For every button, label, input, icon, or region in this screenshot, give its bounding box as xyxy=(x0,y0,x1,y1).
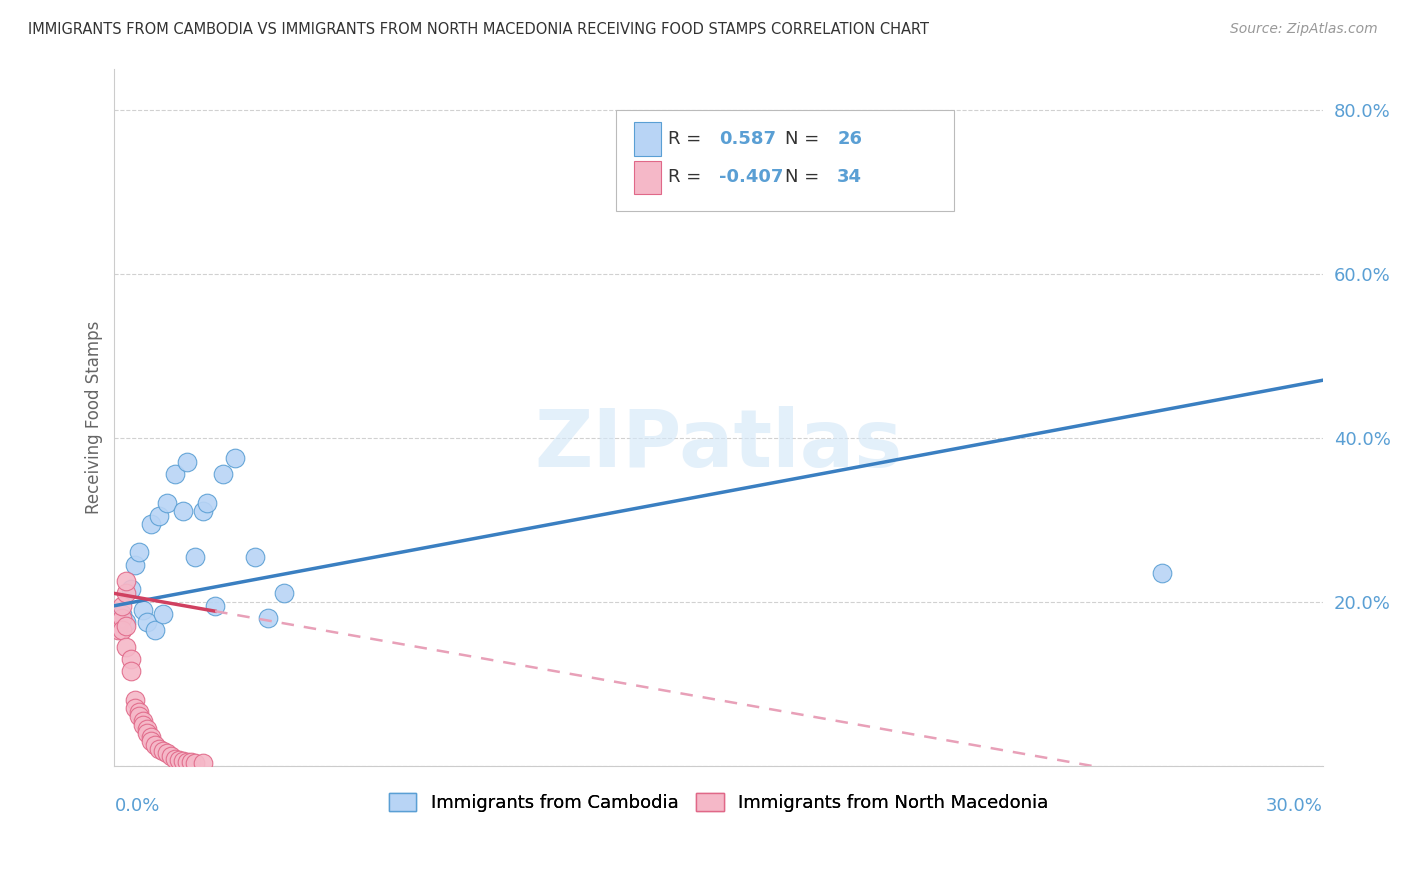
Point xyxy=(224,451,246,466)
Text: 34: 34 xyxy=(837,168,862,186)
Text: ZIPatlas: ZIPatlas xyxy=(534,406,903,484)
Point xyxy=(131,603,153,617)
Text: N =: N = xyxy=(785,130,825,148)
Point xyxy=(135,726,157,740)
Text: Source: ZipAtlas.com: Source: ZipAtlas.com xyxy=(1230,22,1378,37)
Point xyxy=(128,545,150,559)
Point xyxy=(180,756,202,770)
Point xyxy=(107,615,129,629)
Point xyxy=(115,574,138,588)
Point xyxy=(163,467,186,482)
Point xyxy=(184,549,207,564)
Text: IMMIGRANTS FROM CAMBODIA VS IMMIGRANTS FROM NORTH MACEDONIA RECEIVING FOOD STAMP: IMMIGRANTS FROM CAMBODIA VS IMMIGRANTS F… xyxy=(28,22,929,37)
Y-axis label: Receiving Food Stamps: Receiving Food Stamps xyxy=(86,320,103,514)
Point xyxy=(128,709,150,723)
Legend: Immigrants from Cambodia, Immigrants from North Macedonia: Immigrants from Cambodia, Immigrants fro… xyxy=(382,786,1056,820)
Point xyxy=(139,516,162,531)
Point xyxy=(869,185,891,199)
Text: 30.0%: 30.0% xyxy=(1267,797,1323,815)
Point xyxy=(195,496,218,510)
Point xyxy=(172,754,194,768)
Point xyxy=(256,611,278,625)
Point xyxy=(152,607,174,621)
Point xyxy=(128,706,150,720)
Text: 26: 26 xyxy=(837,130,862,148)
Point xyxy=(167,753,190,767)
Text: N =: N = xyxy=(785,168,825,186)
Text: R =: R = xyxy=(668,130,707,148)
Point xyxy=(111,624,134,638)
Point xyxy=(107,619,129,633)
Point xyxy=(204,599,226,613)
Point xyxy=(159,748,181,763)
Point xyxy=(131,717,153,731)
Point xyxy=(139,730,162,744)
Point xyxy=(124,693,146,707)
Point xyxy=(156,496,179,510)
Point xyxy=(107,624,129,638)
Point xyxy=(120,652,142,666)
Text: -0.407: -0.407 xyxy=(718,168,783,186)
Point xyxy=(115,619,138,633)
Point xyxy=(176,455,198,469)
Point xyxy=(115,586,138,600)
Point xyxy=(184,756,207,771)
Point xyxy=(111,599,134,613)
Point xyxy=(172,504,194,518)
Point xyxy=(245,549,267,564)
Point xyxy=(143,738,166,752)
Point xyxy=(191,756,214,771)
Point xyxy=(120,665,142,679)
FancyBboxPatch shape xyxy=(634,122,661,156)
Point xyxy=(152,744,174,758)
Point xyxy=(111,607,134,621)
Point xyxy=(163,752,186,766)
Point xyxy=(120,582,142,597)
Point xyxy=(115,615,138,629)
Point xyxy=(115,640,138,654)
Point xyxy=(131,714,153,728)
Point xyxy=(143,624,166,638)
FancyBboxPatch shape xyxy=(616,111,955,211)
Text: R =: R = xyxy=(668,168,707,186)
Point xyxy=(124,701,146,715)
Text: 0.0%: 0.0% xyxy=(114,797,160,815)
Point xyxy=(176,755,198,769)
Point xyxy=(135,615,157,629)
FancyBboxPatch shape xyxy=(634,161,661,194)
Text: 0.587: 0.587 xyxy=(718,130,776,148)
Point xyxy=(124,558,146,572)
Point xyxy=(212,467,235,482)
Point xyxy=(156,747,179,761)
Point xyxy=(135,722,157,736)
Point xyxy=(1150,566,1173,580)
Point xyxy=(111,611,134,625)
Point xyxy=(148,508,170,523)
Point xyxy=(191,504,214,518)
Point xyxy=(139,734,162,748)
Point xyxy=(273,586,295,600)
Point xyxy=(148,742,170,756)
